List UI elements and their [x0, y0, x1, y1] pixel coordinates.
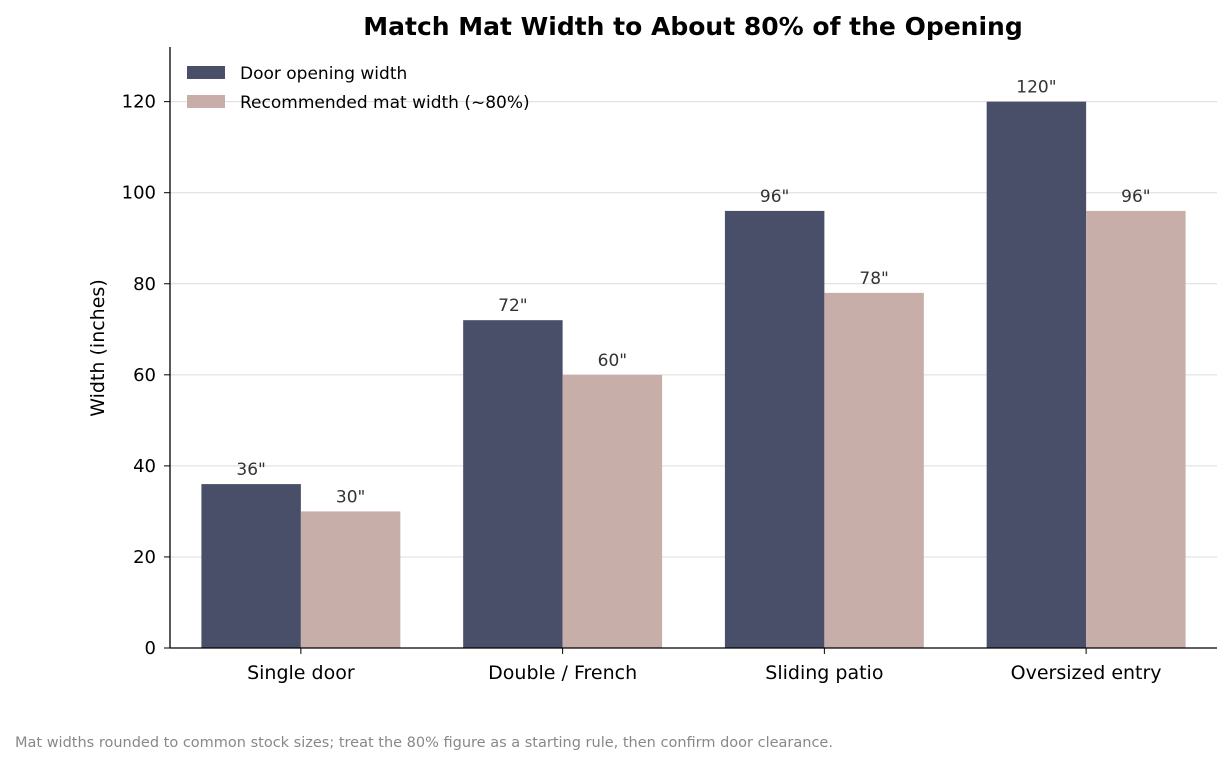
bar	[201, 484, 301, 648]
bar	[1086, 210, 1186, 648]
bar-value-label: 96"	[1121, 187, 1150, 207]
bar	[824, 292, 924, 648]
bar-value-label: 60"	[598, 351, 627, 371]
bar-value-label: 120"	[1016, 78, 1056, 98]
footnote: Mat widths rounded to common stock sizes…	[15, 735, 833, 751]
bar	[300, 511, 401, 648]
x-tick-label: Oversized entry	[1011, 662, 1162, 684]
y-tick-label: 20	[133, 547, 156, 568]
legend-swatch	[187, 95, 225, 108]
bar	[562, 374, 663, 648]
legend: Door opening width Recommended mat width …	[187, 64, 530, 113]
bar-value-label: 96"	[760, 187, 789, 207]
axes: 0 20 40 60 80 100 120 Single door Double / Frenc…	[122, 47, 1217, 684]
y-tick-label: 100	[122, 183, 156, 204]
chart-title: Match Mat Width to About 80% of the Open…	[363, 12, 1023, 41]
bar-value-label: 78"	[859, 269, 888, 289]
bar	[986, 101, 1087, 649]
y-tick-label: 120	[122, 92, 156, 113]
x-tick-label: Double / French	[488, 662, 637, 684]
y-tick-label: 0	[145, 638, 156, 659]
bar	[463, 320, 563, 648]
legend-label: Door opening width	[240, 64, 407, 84]
bar-value-label: 30"	[336, 487, 365, 507]
bar-value-label: 36"	[236, 460, 265, 480]
bar-value-label: 72"	[498, 296, 527, 316]
y-tick-label: 40	[133, 456, 156, 477]
bar	[724, 210, 825, 648]
legend-swatch	[187, 66, 225, 79]
x-tick-label: Single door	[247, 662, 355, 684]
x-tick-label: Sliding patio	[765, 662, 883, 684]
data-labels: 36" 30" 72" 60" 96" 78" 120" 96"	[236, 78, 1150, 508]
y-tick-label: 80	[133, 274, 156, 295]
bars	[201, 101, 1186, 649]
y-axis-label: Width (inches)	[87, 279, 109, 416]
y-tick-label: 60	[133, 365, 156, 386]
legend-label: Recommended mat width (~80%)	[240, 93, 530, 113]
